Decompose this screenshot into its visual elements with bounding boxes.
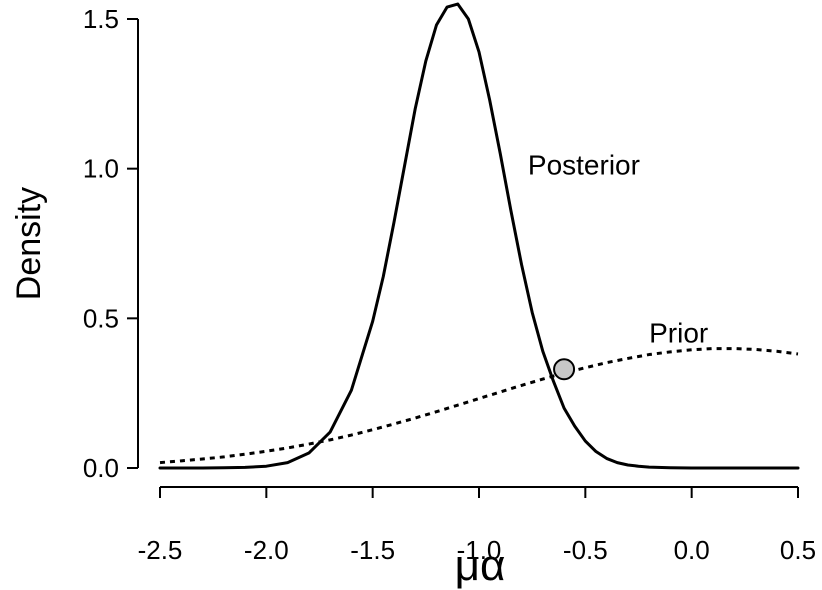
y-tick-label: 1.0 <box>83 154 119 184</box>
y-tick-label: 0.5 <box>83 303 119 333</box>
x-tick-label: -0.5 <box>563 535 608 565</box>
x-tick-label: 0.0 <box>674 535 710 565</box>
series-line-posterior <box>158 2 800 470</box>
label-layer: Density μα Posterior Prior <box>10 150 708 590</box>
x-tick-label: 0.5 <box>780 535 816 565</box>
series-layer <box>158 2 800 470</box>
y-tick-label: 0.0 <box>83 453 119 483</box>
y-tick-label: 1.5 <box>83 4 119 34</box>
x-tick-label: -2.0 <box>244 535 289 565</box>
x-axis-title: μα <box>455 541 506 590</box>
series-line-prior <box>159 347 799 465</box>
intersection-point <box>553 358 576 381</box>
x-tick-label: -1.0 <box>457 535 502 565</box>
x-tick-label: -2.5 <box>138 535 183 565</box>
axes-layer: -2.5 -2.0 -1.5 -1.0 -0.5 0.0 0.5 0.0 0.5 1.0 1.5 <box>83 4 816 565</box>
series-label-posterior: Posterior <box>528 150 640 181</box>
x-tick-label: -1.5 <box>350 535 395 565</box>
y-axis-title: Density <box>10 187 48 300</box>
series-label-prior: Prior <box>649 317 708 348</box>
